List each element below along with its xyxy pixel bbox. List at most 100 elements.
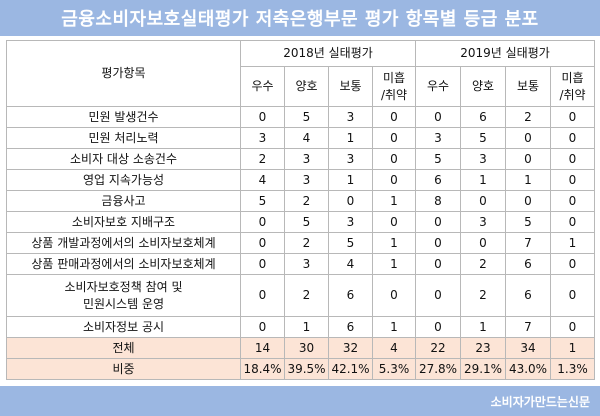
cell-y2018: 6 <box>328 316 373 338</box>
cell-y2018: 5 <box>284 106 329 128</box>
cell-y2018: 0 <box>372 106 416 128</box>
table-row: 상품 판매과정에서의 소비자보호체계 0 3 4 1 0 2 6 0 <box>6 253 595 275</box>
cell-y2019: 0 <box>550 148 595 170</box>
row-label: 소비자보호정책 참여 및 민원시스템 운영 <box>6 274 241 317</box>
cell-y2018: 0 <box>372 169 416 191</box>
grade-header-2018: 양호 <box>284 66 329 107</box>
cell-y2019: 3 <box>460 148 506 170</box>
row-label: 상품 개발과정에서의 소비자보호체계 <box>6 232 241 254</box>
cell-y2018: 3 <box>240 127 285 149</box>
cell-y2019: 0 <box>550 127 595 149</box>
cell-y2018: 2 <box>284 190 329 212</box>
cell-y2019: 27.8% <box>415 358 461 380</box>
cell-y2019: 0 <box>550 253 595 275</box>
cell-y2018: 1 <box>328 127 373 149</box>
cell-y2019: 5 <box>415 148 461 170</box>
cell-y2018: 0 <box>240 316 285 338</box>
grade-header-2019: 미흡 /취약 <box>550 66 595 107</box>
cell-y2018: 0 <box>372 274 416 317</box>
item-column-header: 평가항목 <box>6 40 241 107</box>
cell-y2019: 0 <box>415 274 461 317</box>
grade-header-row: 우수 양호 보통 미흡 /취약 우수 양호 보통 미흡 /취약 <box>7 66 595 107</box>
cell-y2018: 32 <box>328 337 373 359</box>
cell-y2019: 0 <box>505 190 551 212</box>
source-footer: 소비자가만드는신문 <box>0 386 600 416</box>
cell-y2019: 3 <box>460 211 506 233</box>
cell-y2018: 18.4% <box>240 358 285 380</box>
cell-y2018: 2 <box>240 148 285 170</box>
cell-y2018: 42.1% <box>328 358 373 380</box>
cell-y2018: 1 <box>372 190 416 212</box>
row-label: 비중 <box>6 358 241 380</box>
cell-y2019: 0 <box>505 148 551 170</box>
cell-y2018: 5.3% <box>372 358 416 380</box>
cell-y2019: 0 <box>505 127 551 149</box>
cell-y2019: 43.0% <box>505 358 551 380</box>
cell-y2019: 1 <box>505 169 551 191</box>
cell-y2018: 0 <box>372 211 416 233</box>
cell-y2019: 1 <box>460 316 506 338</box>
cell-y2018: 4 <box>372 337 416 359</box>
cell-y2019: 2 <box>505 106 551 128</box>
cell-y2018: 0 <box>240 232 285 254</box>
cell-y2018: 6 <box>328 274 373 317</box>
cell-y2018: 3 <box>284 169 329 191</box>
row-label: 민원 처리노력 <box>6 127 241 149</box>
cell-y2018: 0 <box>240 106 285 128</box>
row-label: 민원 발생건수 <box>6 106 241 128</box>
cell-y2019: 29.1% <box>460 358 506 380</box>
cell-y2018: 1 <box>372 232 416 254</box>
cell-y2018: 3 <box>284 148 329 170</box>
cell-y2019: 0 <box>550 211 595 233</box>
table-row: 소비자정보 공시 0 1 6 1 0 1 7 0 <box>6 316 595 338</box>
cell-y2019: 1 <box>550 232 595 254</box>
cell-y2019: 8 <box>415 190 461 212</box>
cell-y2018: 0 <box>240 211 285 233</box>
cell-y2019: 0 <box>415 316 461 338</box>
summary-row: 비중 18.4% 39.5% 42.1% 5.3% 27.8% 29.1% 43.0% 1.3% <box>6 358 595 380</box>
table-row: 소비자보호 지배구조 0 5 3 0 0 3 5 0 <box>6 211 595 233</box>
cell-y2019: 0 <box>550 274 595 317</box>
grade-header-2019: 보통 <box>505 66 551 107</box>
table-row: 상품 개발과정에서의 소비자보호체계 0 2 5 1 0 0 7 1 <box>6 232 595 254</box>
table-row: 소비자 대상 소송건수 2 3 3 0 5 3 0 0 <box>6 148 595 170</box>
cell-y2019: 0 <box>415 106 461 128</box>
row-label: 금융사고 <box>6 190 241 212</box>
year-2019-header: 2019년 실태평가 <box>415 40 595 67</box>
cell-y2018: 3 <box>328 106 373 128</box>
grade-header-2018: 보통 <box>328 66 373 107</box>
year-2018-header: 2018년 실태평가 <box>240 40 416 67</box>
page-title: 금융소비자보호실태평가 저축은행부문 평가 항목별 등급 분포 <box>0 0 600 36</box>
cell-y2019: 5 <box>460 127 506 149</box>
grade-header-2019: 우수 <box>415 66 461 107</box>
cell-y2019: 7 <box>505 316 551 338</box>
cell-y2019: 0 <box>550 316 595 338</box>
cell-y2019: 0 <box>460 190 506 212</box>
cell-y2019: 22 <box>415 337 461 359</box>
cell-y2018: 1 <box>372 253 416 275</box>
cell-y2019: 7 <box>505 232 551 254</box>
row-label: 영업 지속가능성 <box>6 169 241 191</box>
cell-y2018: 2 <box>284 274 329 317</box>
table-row: 금융사고 5 2 0 1 8 0 0 0 <box>6 190 595 212</box>
cell-y2018: 3 <box>284 253 329 275</box>
cell-y2019: 0 <box>415 253 461 275</box>
table-row: 소비자보호정책 참여 및 민원시스템 운영 0 2 6 0 0 2 6 0 <box>6 274 595 317</box>
cell-y2019: 6 <box>460 106 506 128</box>
row-label: 소비자 대상 소송건수 <box>6 148 241 170</box>
row-label: 상품 판매과정에서의 소비자보호체계 <box>6 253 241 275</box>
cell-y2018: 5 <box>328 232 373 254</box>
cell-y2018: 3 <box>328 211 373 233</box>
cell-y2019: 5 <box>505 211 551 233</box>
grade-header-2018: 미흡 /취약 <box>372 66 416 107</box>
summary-row: 전체 14 30 32 4 22 23 34 1 <box>6 337 595 359</box>
cell-y2018: 39.5% <box>284 358 329 380</box>
row-label: 소비자보호 지배구조 <box>6 211 241 233</box>
cell-y2019: 0 <box>550 106 595 128</box>
cell-y2018: 0 <box>240 274 285 317</box>
cell-y2018: 4 <box>284 127 329 149</box>
cell-y2018: 1 <box>328 169 373 191</box>
cell-y2019: 1 <box>460 169 506 191</box>
cell-y2019: 34 <box>505 337 551 359</box>
cell-y2018: 0 <box>328 190 373 212</box>
